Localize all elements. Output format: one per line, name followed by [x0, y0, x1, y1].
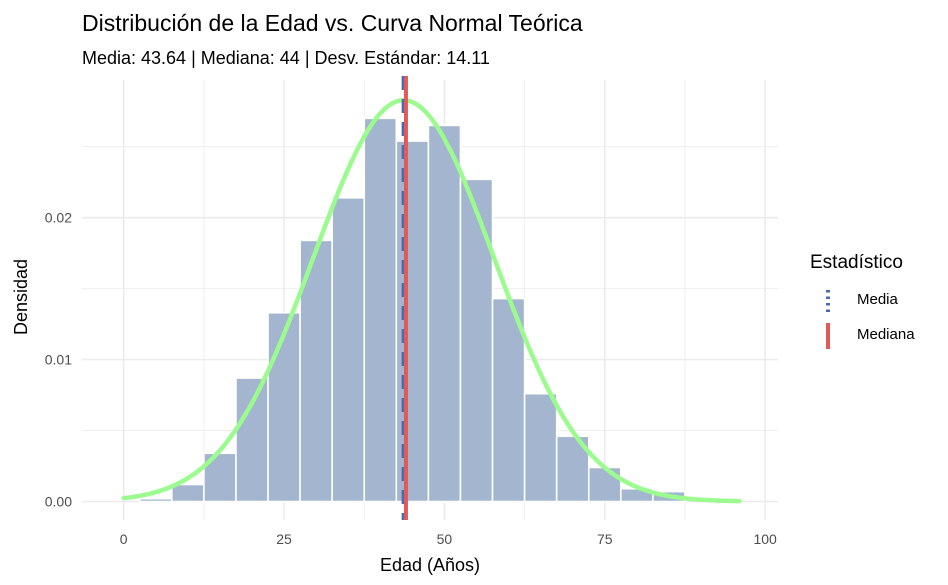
chart-subtitle: Media: 43.64 | Mediana: 44 | Desv. Están…	[82, 48, 490, 68]
y-tick-label: 0.01	[45, 352, 72, 368]
x-tick-label: 50	[437, 531, 453, 547]
histogram-bar	[331, 197, 366, 503]
histogram-bar	[171, 483, 205, 503]
legend-label-media: Media	[857, 291, 899, 308]
y-tick-label: 0.00	[45, 494, 72, 510]
normal-curve	[121, 98, 742, 504]
histogram-bars	[138, 117, 686, 503]
chart-title: Distribución de la Edad vs. Curva Normal…	[82, 10, 583, 36]
x-tick-label: 0	[120, 531, 128, 547]
legend-title: Estadístico	[810, 252, 903, 273]
x-tick-label: 75	[597, 531, 613, 547]
histogram-bar	[235, 377, 269, 503]
histogram-bar	[491, 297, 526, 503]
x-axis-ticks: 0 25 50 75 100	[120, 531, 777, 547]
legend: Estadístico Media Mediana	[810, 252, 915, 349]
x-tick-label: 100	[753, 531, 777, 547]
y-axis-title: Densidad	[11, 259, 31, 335]
x-axis-title: Edad (Años)	[380, 555, 480, 575]
histogram-bar	[459, 178, 494, 503]
x-tick-label: 25	[276, 531, 292, 547]
y-tick-label: 0.02	[45, 210, 72, 226]
histogram-bar	[427, 124, 462, 503]
reference-lines	[401, 76, 408, 520]
histogram-bar	[523, 392, 558, 503]
histogram-bar	[267, 311, 301, 503]
y-axis-ticks: 0.00 0.01 0.02	[45, 210, 72, 510]
histogram-bar	[138, 497, 173, 503]
histogram-bar	[363, 117, 398, 503]
legend-label-mediana: Mediana	[857, 326, 915, 343]
histogram-bar	[395, 140, 430, 503]
histogram-bar	[587, 466, 622, 503]
